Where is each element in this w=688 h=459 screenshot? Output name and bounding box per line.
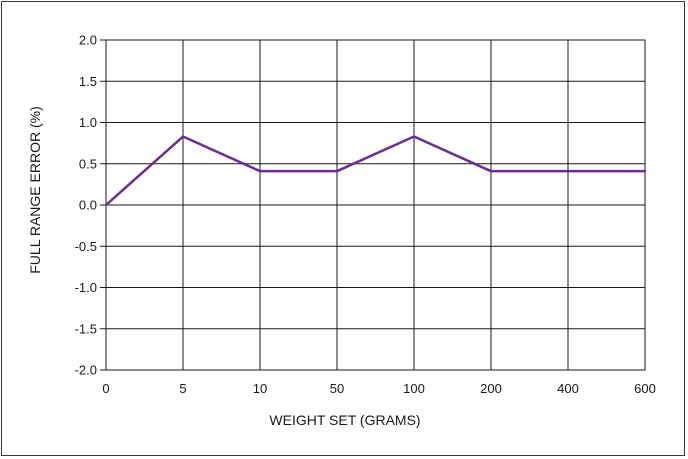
data-point xyxy=(181,135,185,138)
y-tick-label: 0.5 xyxy=(79,156,97,171)
y-tick-label: -1.5 xyxy=(75,321,97,336)
data-point xyxy=(566,169,570,173)
x-tick-label: 200 xyxy=(480,381,502,396)
x-tick-label: 100 xyxy=(403,381,425,396)
data-point xyxy=(335,169,339,173)
y-tick-label: 0.0 xyxy=(79,198,97,213)
series-line xyxy=(105,135,645,206)
y-tick-label: -0.5 xyxy=(75,239,97,254)
x-tick-label: 0 xyxy=(102,381,109,396)
x-tick-label: 50 xyxy=(330,381,344,396)
data-point xyxy=(412,135,416,138)
data-point xyxy=(489,169,493,173)
data-point xyxy=(104,203,108,207)
x-tick-label: 10 xyxy=(253,381,267,396)
data-point xyxy=(258,169,262,173)
y-tick-label: -1.0 xyxy=(75,280,97,295)
x-axis-label: WEIGHT SET (GRAMS) xyxy=(269,412,420,428)
x-tick-labels: 0 5 10 50 100 200 400 600 xyxy=(102,381,655,396)
y-tick-label: 2.0 xyxy=(79,33,97,48)
x-tick-label: 5 xyxy=(179,381,186,396)
y-tick-labels: 2.0 1.5 1.0 0.5 0.0 -0.5 -1.0 -1.5 -2.0 xyxy=(75,33,97,378)
y-axis-label: FULL RANGE ERROR (%) xyxy=(27,106,43,274)
data-point xyxy=(643,169,647,173)
y-tick-label: 1.0 xyxy=(79,115,97,130)
y-tick-label: -2.0 xyxy=(75,363,97,378)
grid-lines xyxy=(100,39,646,371)
series-group xyxy=(104,135,647,207)
x-tick-label: 600 xyxy=(634,381,656,396)
x-tick-label: 400 xyxy=(557,381,579,396)
y-tick-label: 1.5 xyxy=(79,74,97,89)
